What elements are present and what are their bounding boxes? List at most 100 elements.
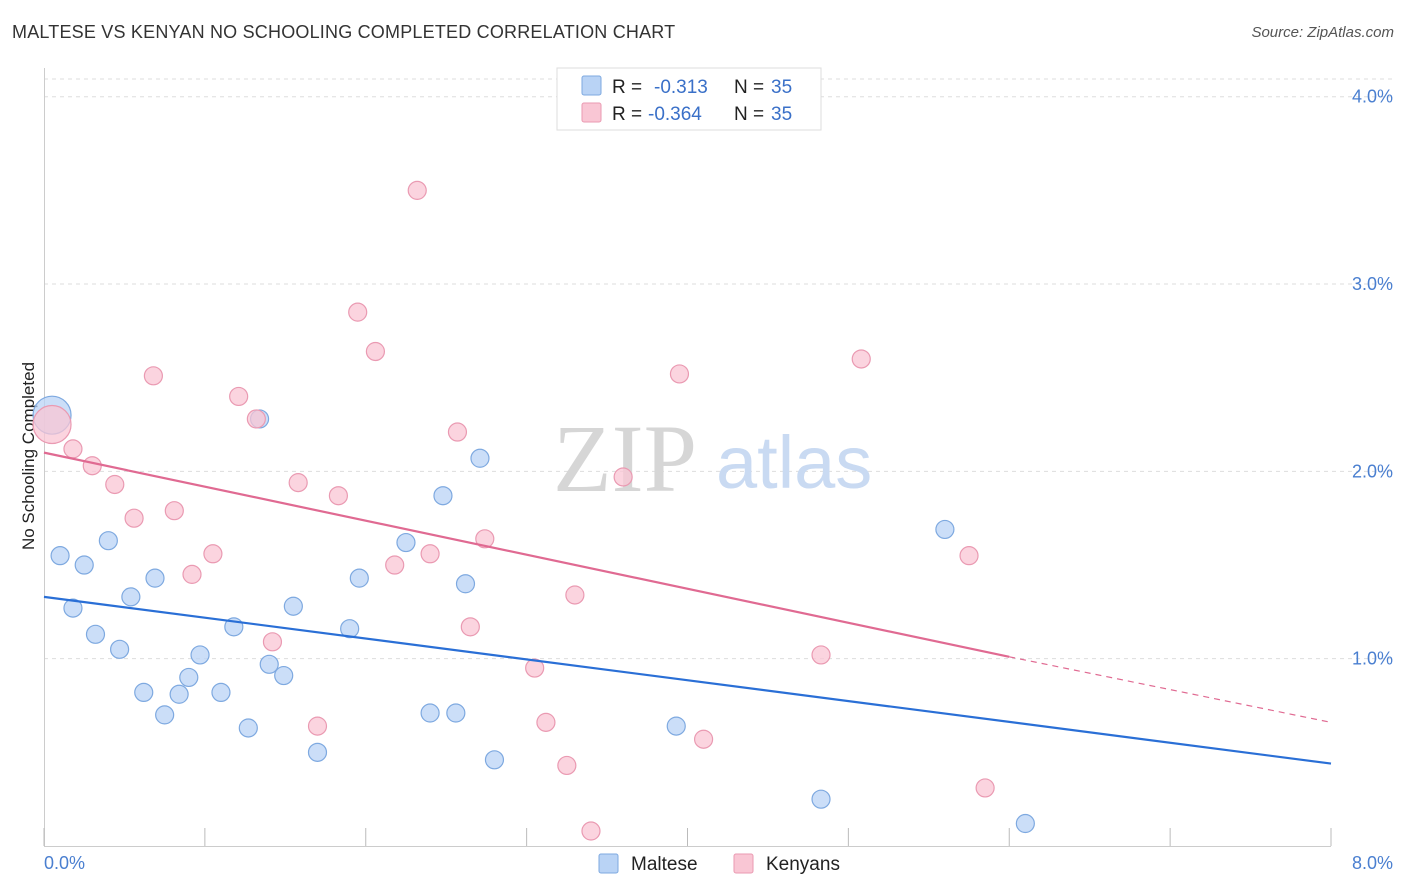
kenyans-point	[460, 617, 480, 637]
maltese-point	[420, 703, 440, 723]
maltese-trend-line	[43, 595, 1332, 765]
maltese-point	[935, 519, 955, 540]
x-tick-label-min: 0.0%	[44, 853, 85, 873]
y-tick-label: 4.0%	[1352, 87, 1393, 107]
maltese-point	[85, 624, 106, 644]
maltese-point	[134, 682, 154, 703]
axes	[44, 68, 1331, 847]
maltese-point	[74, 555, 94, 575]
legend-kenyans-label: Kenyans	[766, 854, 840, 875]
maltese-point	[110, 639, 130, 659]
kenyans-point	[328, 486, 349, 506]
maltese-point	[121, 587, 141, 607]
legend-maltese-label: Maltese	[631, 854, 698, 875]
kenyans-point	[32, 404, 72, 445]
kenyans-r-value: -0.364	[648, 104, 702, 125]
maltese-n-value: 35	[771, 77, 792, 98]
trend-lines	[43, 451, 1332, 765]
kenyans-point	[182, 564, 202, 584]
maltese-point	[274, 665, 294, 686]
kenyans-point	[536, 712, 556, 732]
y-tick-label: 2.0%	[1352, 461, 1393, 481]
y-tick-labels: 1.0% 2.0% 3.0% 4.0%	[1352, 87, 1393, 669]
maltese-point	[666, 716, 686, 736]
kenyans-point	[365, 341, 386, 362]
maltese-point	[179, 667, 199, 688]
stats-legend: R = -0.313 N = 35 R = -0.364 N = 35	[556, 67, 822, 131]
watermark: ZIP atlas	[553, 405, 872, 512]
kenyans-point	[581, 821, 601, 841]
kenyans-trend-line	[43, 451, 1010, 658]
series-legend: Maltese Kenyans	[598, 853, 840, 875]
kenyans-point	[262, 632, 283, 652]
kenyans-point	[811, 645, 831, 665]
x-ticks	[43, 828, 1332, 846]
maltese-point	[1015, 813, 1035, 834]
y-tick-label: 1.0%	[1352, 649, 1393, 669]
y-axis-title: No Schooling Completed	[19, 362, 38, 550]
kenyans-point	[203, 544, 223, 564]
maltese-point	[190, 645, 210, 665]
kenyans-point	[307, 716, 328, 736]
kenyans-point	[525, 658, 545, 678]
kenyans-point	[348, 302, 368, 322]
watermark-atlas: atlas	[716, 421, 872, 504]
maltese-r-value: -0.313	[654, 77, 708, 98]
kenyans-point	[246, 409, 266, 429]
kenyans-n-value: 35	[771, 104, 792, 125]
maltese-point	[455, 574, 476, 594]
maltese-point	[259, 654, 279, 674]
source-credit: Source: ZipAtlas.com	[1251, 24, 1394, 41]
maltese-point	[396, 532, 416, 553]
maltese-n-label: N =	[734, 77, 764, 98]
maltese-point	[50, 546, 70, 566]
kenyans-point	[63, 439, 83, 459]
kenyans-point	[143, 366, 163, 386]
y-tick-label: 3.0%	[1352, 274, 1393, 294]
kenyans-point	[164, 501, 184, 521]
kenyans-point	[407, 180, 427, 200]
kenyans-point	[288, 473, 308, 493]
kenyans-point	[693, 729, 714, 749]
maltese-point	[484, 750, 505, 770]
maltese-point	[470, 448, 490, 468]
maltese-swatch	[581, 75, 602, 96]
kenyans-point	[975, 778, 995, 798]
maltese-point	[211, 682, 231, 703]
legend-kenyans-swatch	[733, 853, 754, 874]
maltese-point	[811, 789, 831, 809]
kenyans-point	[613, 467, 633, 487]
maltese-point	[340, 619, 360, 639]
maltese-point	[238, 718, 258, 738]
maltese-point	[155, 705, 175, 725]
grid-lines	[44, 78, 1393, 660]
maltese-point	[283, 596, 303, 616]
kenyans-point	[385, 555, 405, 575]
kenyans-point	[851, 349, 871, 369]
kenyans-swatch	[581, 102, 602, 123]
maltese-point	[63, 598, 83, 618]
kenyans-point	[82, 456, 102, 476]
x-tick-label-max: 8.0%	[1352, 853, 1393, 873]
kenyans-point	[420, 544, 440, 564]
maltese-point	[169, 684, 189, 704]
kenyans-point	[475, 529, 495, 549]
kenyans-trend-extension	[1009, 656, 1332, 723]
kenyans-point	[105, 474, 125, 495]
maltese-point	[446, 703, 466, 723]
kenyans-n-label: N =	[734, 104, 764, 125]
maltese-point	[349, 568, 369, 588]
kenyans-point	[565, 585, 585, 605]
maltese-r-label: R =	[612, 77, 642, 98]
maltese-points	[32, 395, 1035, 834]
kenyans-point	[669, 364, 690, 384]
maltese-point	[433, 486, 453, 506]
legend-maltese-swatch	[598, 853, 619, 874]
maltese-point	[98, 531, 118, 551]
chart-title: MALTESE VS KENYAN NO SCHOOLING COMPLETED…	[12, 22, 676, 42]
maltese-point	[307, 742, 328, 762]
maltese-point	[145, 568, 165, 588]
kenyans-point	[557, 755, 577, 776]
kenyans-point	[959, 546, 979, 566]
